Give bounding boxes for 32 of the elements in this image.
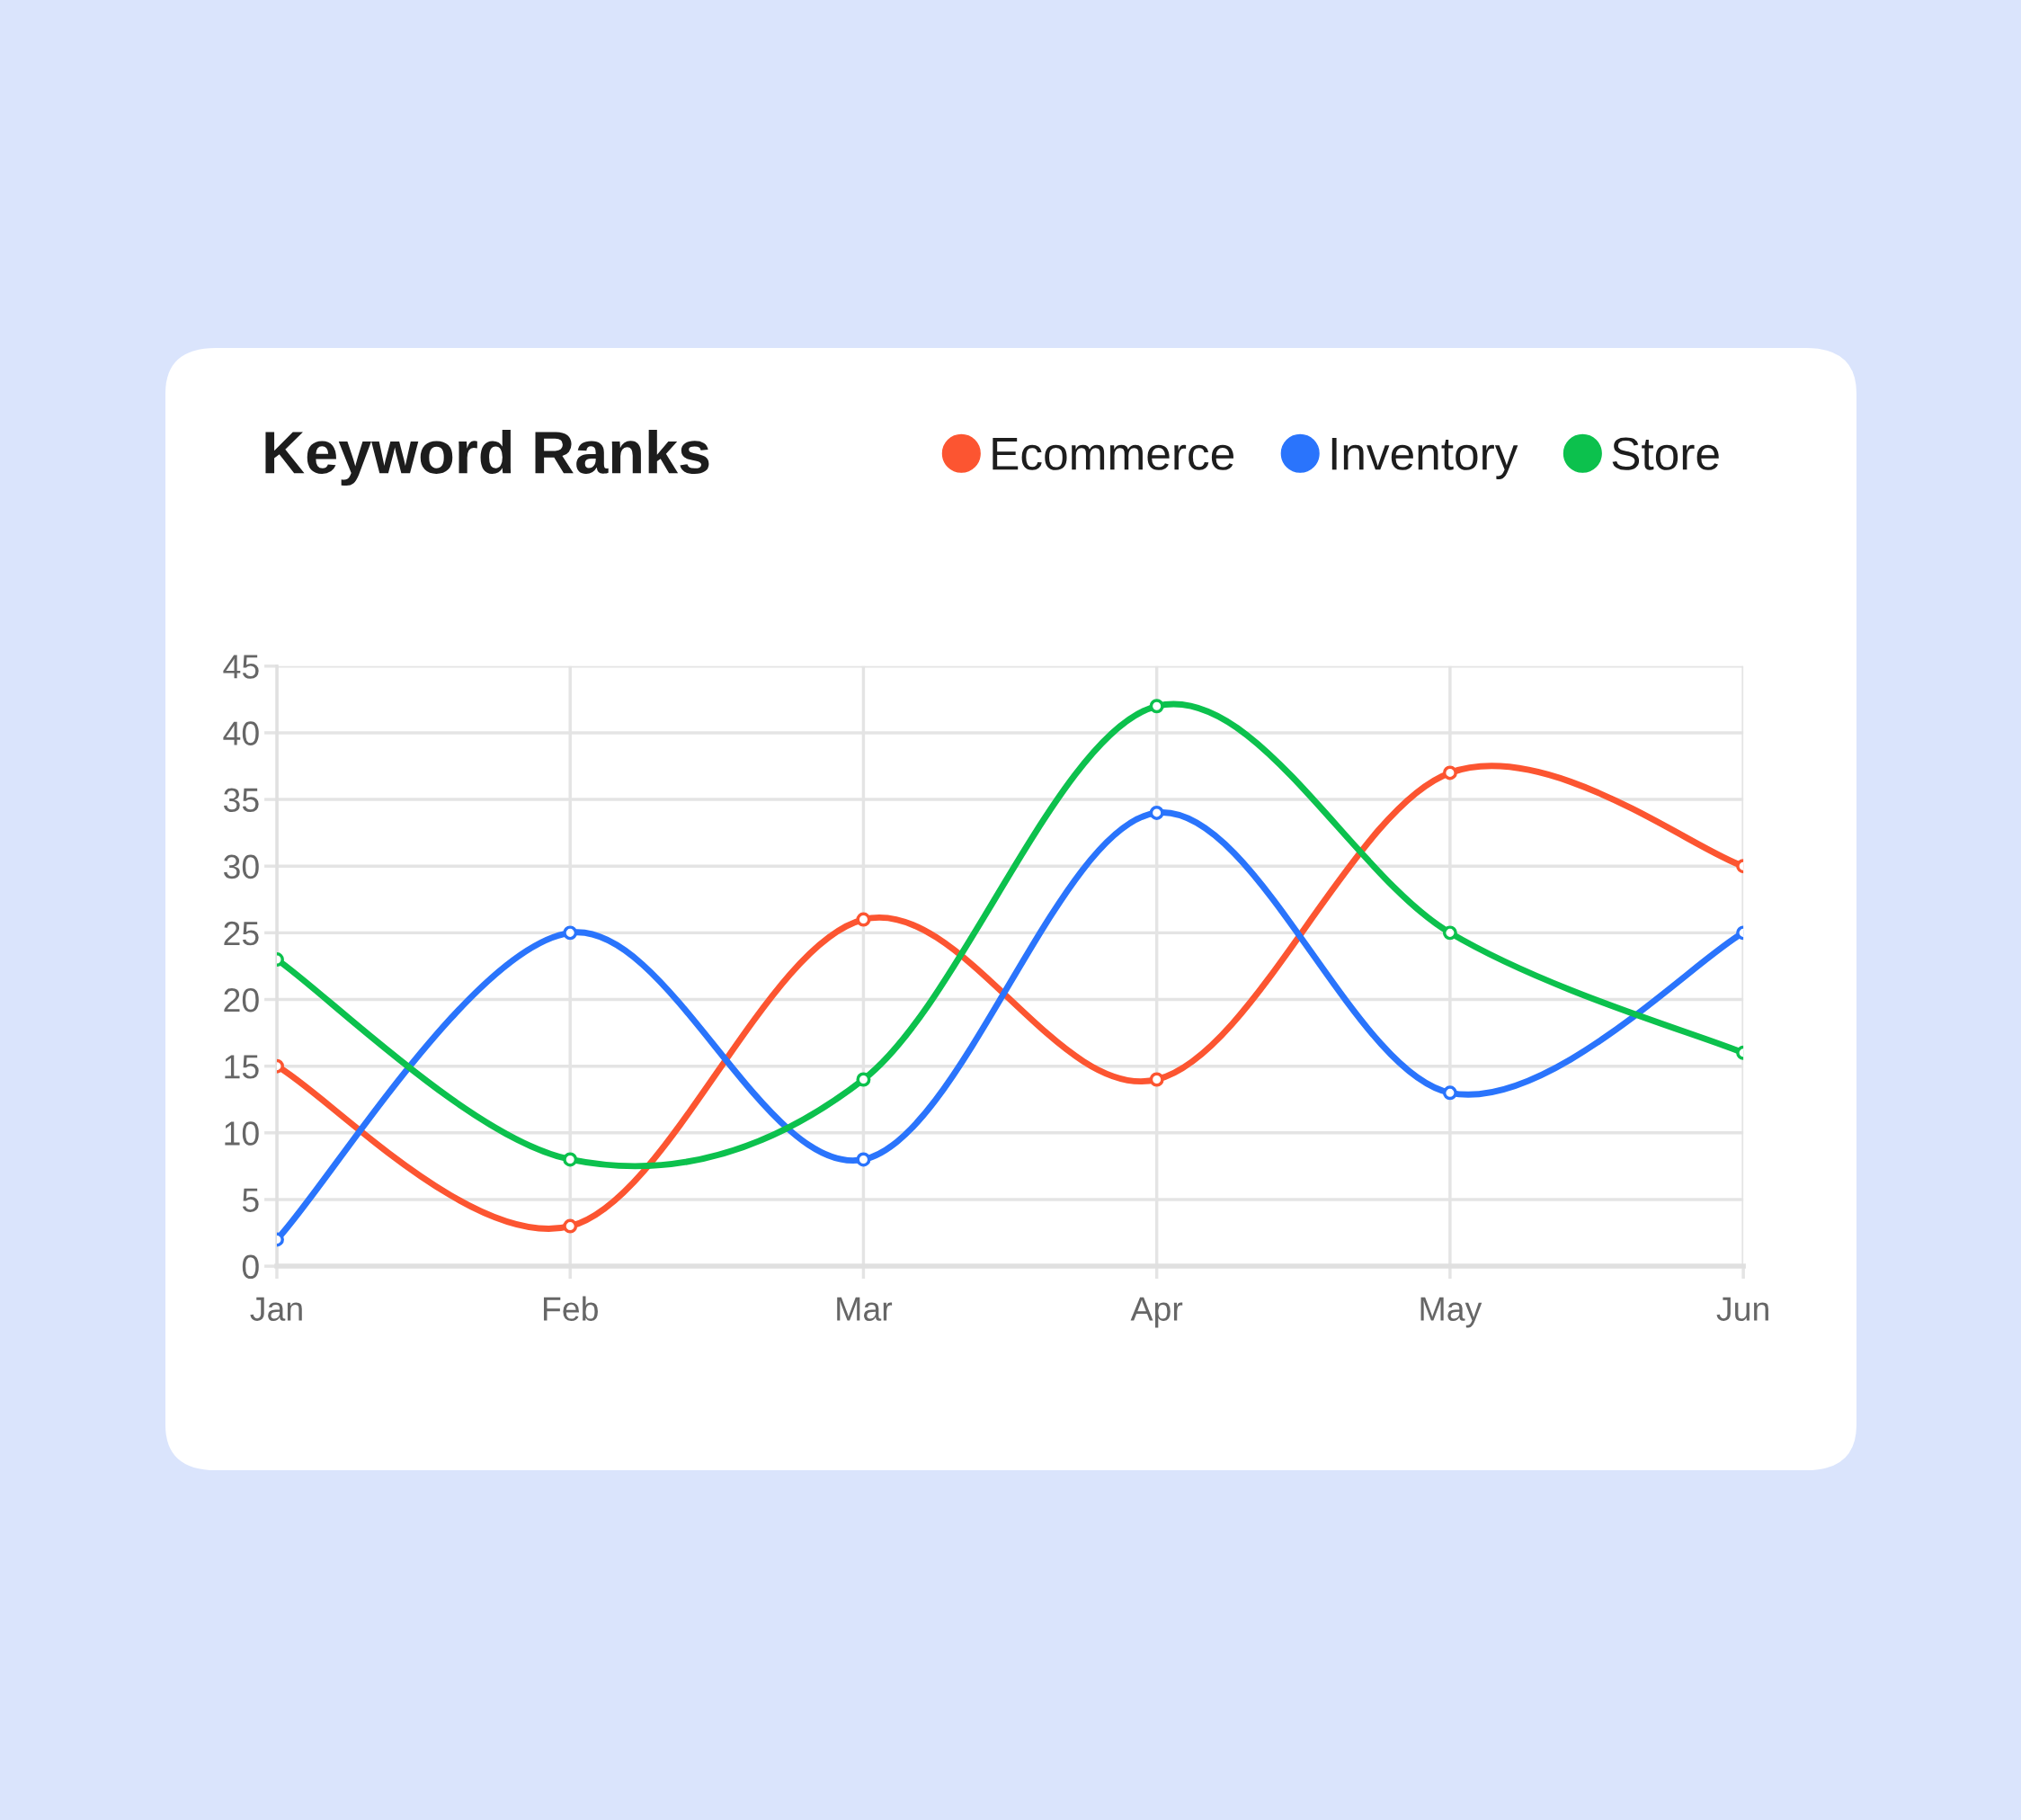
x-tick-label: Mar bbox=[837, 1297, 893, 1321]
x-tick-label: May bbox=[1420, 1297, 1482, 1328]
y-tick-label: 35 bbox=[223, 788, 259, 813]
y-tick-label: 10 bbox=[225, 1121, 259, 1146]
point bbox=[1149, 1072, 1164, 1087]
point bbox=[1149, 699, 1164, 714]
x-tick-label: Feb bbox=[543, 1296, 598, 1321]
point bbox=[563, 925, 578, 941]
point bbox=[856, 1152, 871, 1167]
legend-label: Ecommerce bbox=[993, 437, 1233, 470]
legend-label: Inventory bbox=[1331, 437, 1518, 479]
y-tick-label: 45 bbox=[223, 655, 259, 679]
x-tick-label: Apr bbox=[1130, 1297, 1183, 1328]
legend-label: Store bbox=[1612, 437, 1719, 470]
point bbox=[1442, 1085, 1457, 1101]
point bbox=[856, 1072, 871, 1087]
y-tick-label: 20 bbox=[224, 987, 259, 1013]
y-tick-label: 30 bbox=[223, 854, 259, 879]
chart-title: Keyword Ranks bbox=[265, 429, 709, 486]
y-tick-label: 0 bbox=[242, 1254, 259, 1280]
y-tick-label: 40 bbox=[223, 721, 259, 745]
point bbox=[1442, 765, 1457, 781]
x-tick-label: Jun bbox=[1716, 1297, 1768, 1321]
point bbox=[563, 1152, 578, 1167]
y-tick-label: 25 bbox=[224, 921, 259, 946]
point bbox=[1442, 925, 1457, 941]
y-tick-label: 5 bbox=[242, 1188, 259, 1212]
point bbox=[563, 1218, 578, 1234]
point bbox=[1149, 805, 1164, 820]
y-tick-label: 15 bbox=[225, 1055, 259, 1079]
x-tick-label: Jan bbox=[250, 1297, 302, 1321]
point bbox=[856, 912, 871, 927]
